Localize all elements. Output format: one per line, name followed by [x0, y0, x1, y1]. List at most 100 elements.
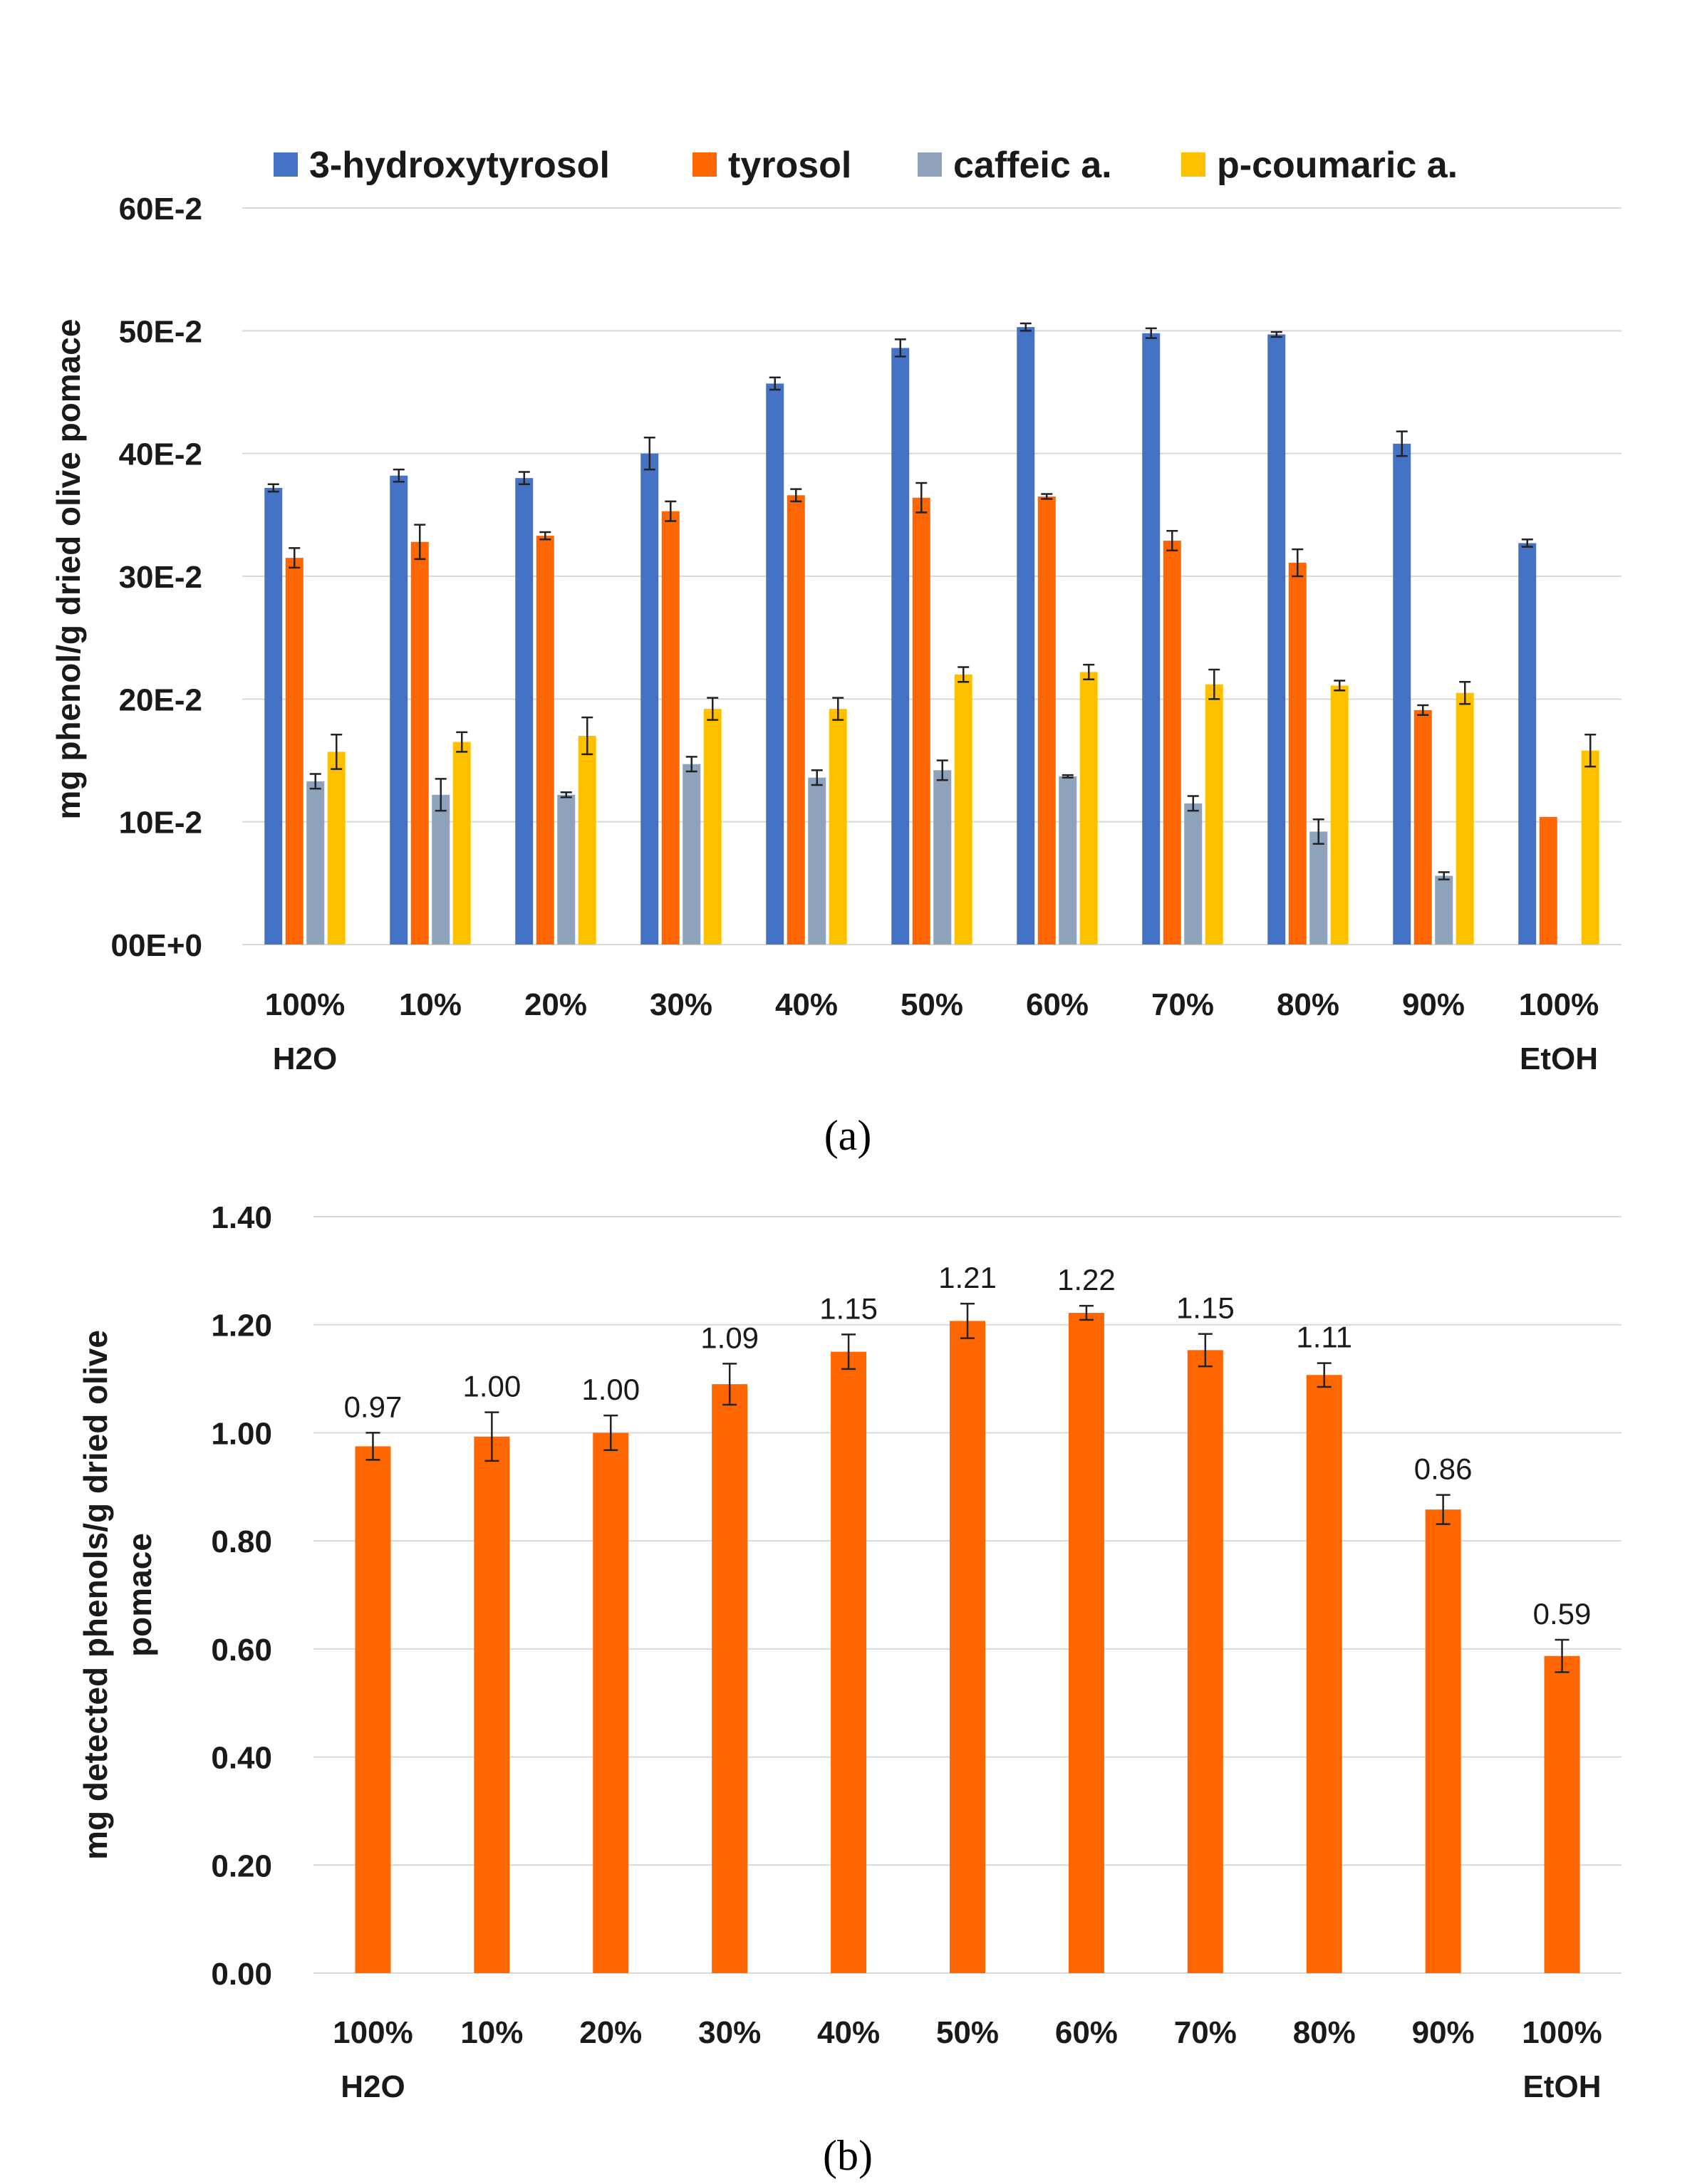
chart-a-x-tick-9: 90%	[1402, 987, 1465, 1022]
chart-a-bar-caffeic-a-8	[1309, 831, 1328, 945]
chart-a-bar-caffeic-a-5	[933, 770, 952, 945]
chart-a-error-bar-3-hydroxytyrosol-3	[643, 437, 655, 471]
chart-b-bar-8	[1306, 1375, 1342, 1973]
chart-a-error-bar-3-hydroxytyrosol-9	[1396, 430, 1408, 457]
chart-a-y-tick-0: 00E+0	[111, 928, 202, 963]
chart-a-error-bar-p-coumaric-a-8	[1334, 680, 1346, 692]
chart-a-error-bar-caffeic-a-7	[1187, 795, 1199, 812]
chart-a-bar-tyrosol-9	[1413, 709, 1432, 945]
chart-a-legend-label-p-coumaric-a: p-coumaric a.	[1217, 145, 1458, 186]
chart-b-bar-4	[831, 1351, 867, 1973]
chart-a-error-bar-p-coumaric-a-1	[456, 731, 468, 753]
chart-a-bar-caffeic-a-3	[683, 764, 701, 945]
chart-b-y-tick-5: 1.00	[211, 1416, 272, 1451]
chart-a-bar-p-coumaric-a-1	[452, 742, 471, 945]
chart-b-x-tick-7: 70%	[1174, 2015, 1237, 2050]
chart-a-x-tick-5: 50%	[901, 987, 963, 1022]
chart-a-bar-tyrosol-0	[285, 558, 303, 945]
chart-a-gridlines	[242, 207, 1622, 945]
chart-a-bar-3-hydroxytyrosol-1	[390, 475, 408, 945]
chart-a-x-tick-0: 100% H2O	[265, 987, 346, 1076]
chart-a-bar-3-hydroxytyrosol-5	[891, 348, 910, 945]
chart-a-legend-swatch-3-hydroxytyrosol	[274, 152, 298, 177]
chart-a-x-tick-6: 60%	[1026, 987, 1089, 1022]
chart-b-x-tick-2: 20%	[579, 2015, 642, 2050]
chart-a-bar-p-coumaric-a-10	[1581, 750, 1599, 945]
chart-b-data-labels: 0.97 1.00 1.00 1.09 1.15 1.21 1.22 1.15 1.11 0.86…	[344, 1261, 1592, 1631]
chart-a-y-tick-5: 50E-2	[119, 314, 202, 349]
chart-b-error-bar-9	[1436, 1494, 1451, 1525]
chart-a-y-axis-label: mg phenol/g dried olive pomace	[50, 319, 87, 820]
chart-a-bar-tyrosol-6	[1037, 496, 1056, 945]
chart-b-y-tick-labels: 0.00 0.20 0.40 0.60 0.80 1.00 1.20 1.40	[211, 1200, 272, 1992]
chart-a-bar-tyrosol-1	[410, 541, 429, 945]
chart-a-error-bar-p-coumaric-a-5	[958, 666, 970, 683]
chart-b-bar-5	[950, 1321, 985, 1973]
chart-b-data-label-2: 1.00	[581, 1373, 640, 1406]
chart-b-error-bar-8	[1317, 1362, 1332, 1388]
chart-a-error-bar-3-hydroxytyrosol-8	[1270, 331, 1282, 338]
chart-a-bar-caffeic-a-7	[1184, 803, 1203, 945]
chart-a-bar-p-coumaric-a-8	[1330, 685, 1349, 945]
chart-b-x-tick-5: 50%	[936, 2015, 999, 2050]
chart-a-error-bar-p-coumaric-a-0	[331, 734, 343, 770]
chart-b-data-label-4: 1.15	[819, 1291, 878, 1325]
chart-a-bar-tyrosol-5	[912, 497, 930, 945]
chart-a-bar-tyrosol-3	[661, 511, 680, 945]
chart-a-bar-caffeic-a-2	[557, 794, 576, 945]
chart-b-error-bar-5	[960, 1302, 975, 1339]
chart-b-data-label-6: 1.22	[1057, 1263, 1116, 1296]
chart-a-error-bar-caffeic-a-5	[936, 759, 948, 781]
chart-a-error-bar-tyrosol-1	[414, 524, 426, 561]
chart-a-bar-3-hydroxytyrosol-3	[640, 453, 659, 945]
chart-a-legend-label-3-hydroxytyrosol: 3-hydroxytyrosol	[309, 145, 610, 186]
chart-b-y-axis-label: mg detected phenols/g dried olive pomace	[77, 1330, 158, 1860]
chart-b-bars	[355, 1313, 1580, 1973]
chart-a-y-tick-3: 30E-2	[119, 560, 202, 595]
chart-b-y-tick-4: 0.80	[211, 1524, 272, 1559]
chart-a-error-bar-tyrosol-4	[790, 488, 802, 503]
chart-a-error-bar-tyrosol-7	[1166, 529, 1178, 552]
chart-b-x-tick-9: 90%	[1412, 2015, 1475, 2050]
chart-a-x-tick-3: 30%	[650, 987, 712, 1022]
chart-a-error-bar-caffeic-a-4	[811, 769, 823, 786]
chart-b-y-tick-0: 0.00	[211, 1957, 272, 1992]
chart-b-error-bars	[365, 1302, 1569, 1673]
chart-b-data-label-0: 0.97	[344, 1390, 403, 1423]
chart-b-bar-1	[474, 1436, 510, 1973]
chart-b-error-bar-2	[603, 1414, 618, 1451]
chart-a-legend-swatch-p-coumaric-a	[1181, 152, 1205, 177]
chart-a-error-bar-3-hydroxytyrosol-2	[518, 471, 530, 485]
chart-a-error-bar-p-coumaric-a-9	[1459, 680, 1471, 705]
chart-b-data-label-7: 1.15	[1176, 1291, 1235, 1325]
chart-a-bar-caffeic-a-1	[432, 794, 450, 945]
chart-b-data-label-9: 0.86	[1414, 1452, 1473, 1486]
chart-b-error-bar-10	[1555, 1638, 1569, 1673]
chart-a-bar-3-hydroxytyrosol-9	[1393, 443, 1411, 945]
chart-a-legend-swatch-tyrosol	[692, 152, 717, 177]
chart-a-error-bar-caffeic-a-2	[560, 791, 572, 799]
chart-a-error-bar-p-coumaric-a-4	[832, 697, 844, 721]
chart-b-bar-6	[1068, 1313, 1104, 1973]
chart-a-y-tick-6: 60E-2	[119, 192, 202, 227]
chart-a-legend-swatch-caffeic-a	[918, 152, 942, 177]
chart-a-error-bar-3-hydroxytyrosol-6	[1019, 322, 1032, 332]
chart-a-error-bar-tyrosol-5	[915, 482, 928, 514]
chart-a-bar-p-coumaric-a-2	[578, 736, 596, 945]
chart-a-bar-tyrosol-4	[787, 495, 805, 945]
chart-b-x-tick-0: 100% H2O	[333, 2015, 413, 2104]
chart-a-x-tick-8: 80%	[1277, 987, 1339, 1022]
chart-a-error-bar-p-coumaric-a-10	[1584, 734, 1597, 768]
chart-a-error-bar-caffeic-a-8	[1312, 818, 1324, 845]
chart-b-y-tick-3: 0.60	[211, 1633, 272, 1668]
chart-b-data-label-10: 0.59	[1533, 1597, 1592, 1631]
chart-a-error-bar-3-hydroxytyrosol-0	[267, 483, 279, 493]
chart-a-y-tick-1: 10E-2	[119, 806, 202, 841]
chart-a-error-bar-3-hydroxytyrosol-1	[393, 468, 405, 483]
chart-a-bars	[264, 327, 1599, 945]
chart-b-x-tick-4: 40%	[817, 2015, 880, 2050]
chart-a-error-bar-p-coumaric-a-2	[581, 716, 593, 756]
chart-a-error-bar-caffeic-a-0	[309, 773, 321, 790]
chart-a-error-bar-3-hydroxytyrosol-7	[1145, 327, 1157, 339]
